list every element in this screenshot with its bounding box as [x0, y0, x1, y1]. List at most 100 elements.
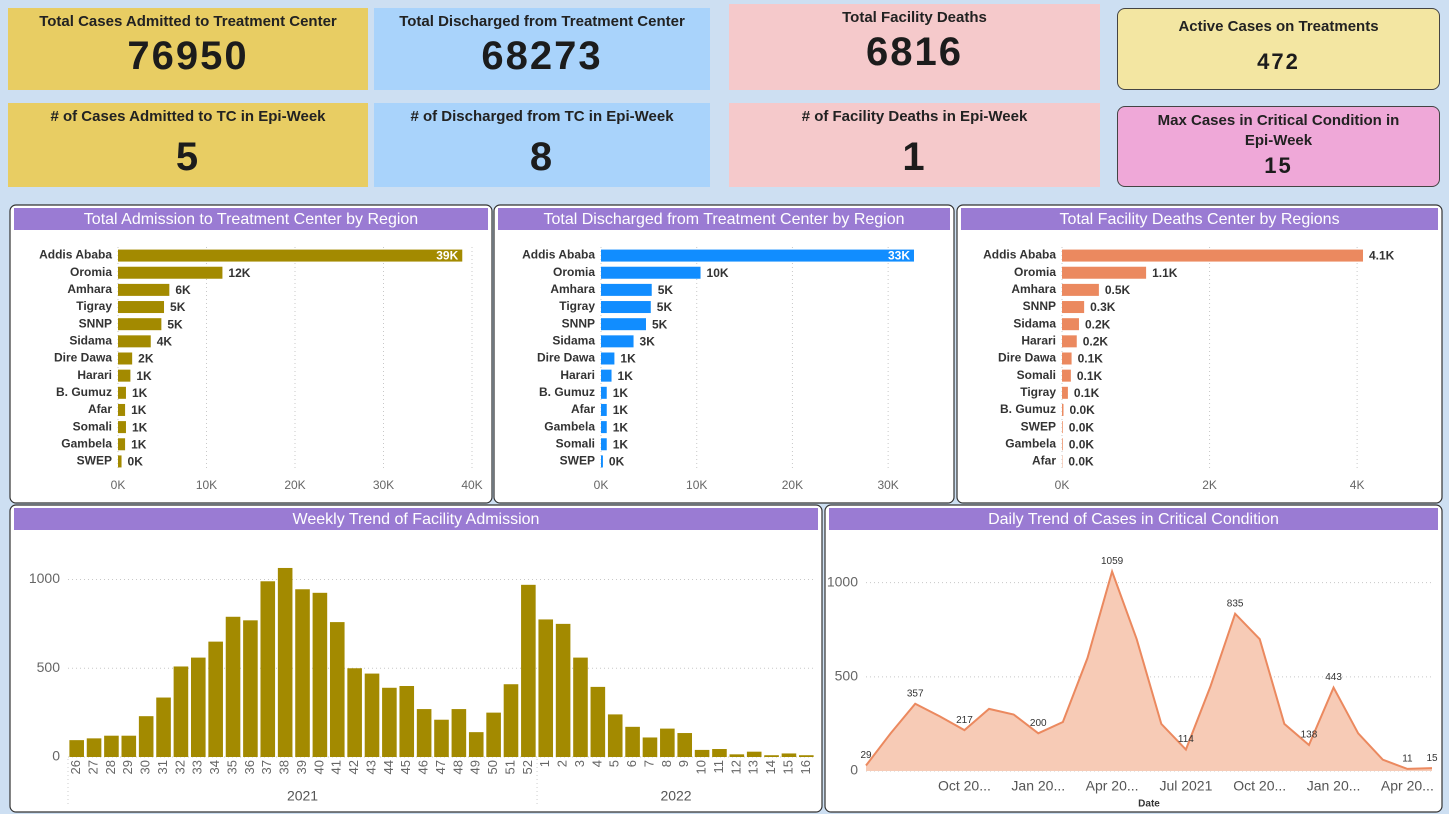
value-label: 1K — [132, 420, 148, 434]
bar — [118, 352, 133, 365]
category-label: Harari — [560, 368, 595, 382]
bar — [729, 754, 745, 757]
value-label: 0K — [609, 455, 625, 469]
bar — [118, 335, 151, 348]
kpi-title: # of Cases Admitted to TC in Epi-Week — [50, 108, 326, 125]
bar — [118, 403, 126, 416]
category-label: SNNP — [79, 316, 112, 330]
bar — [677, 733, 693, 757]
bar — [712, 749, 727, 757]
category-label: Afar — [571, 402, 595, 416]
bar — [118, 318, 162, 331]
category-label: Somali — [556, 436, 595, 450]
x-tick-label: Apr 20... — [1086, 778, 1139, 794]
kpi-card: # of Facility Deaths in Epi-Week 1 — [729, 103, 1100, 187]
kpi-value: 5 — [175, 135, 201, 179]
x-tick-label: 30K — [373, 478, 394, 492]
x-tick-label: 46 — [416, 760, 431, 774]
value-label: 1K — [132, 386, 148, 400]
bar — [208, 641, 223, 757]
value-label: 5K — [167, 317, 183, 331]
kpi-value: 1 — [902, 135, 927, 179]
bar — [243, 620, 258, 757]
value-label: 200 — [1030, 718, 1047, 729]
x-tick-label: 47 — [433, 760, 448, 774]
value-label: 4K — [157, 335, 173, 349]
x-tick-label: 50 — [485, 760, 500, 774]
bar — [601, 301, 651, 314]
x-tick-label: 42 — [346, 760, 361, 774]
x-tick-label: 1 — [537, 760, 552, 767]
bar — [118, 455, 122, 468]
bar — [1062, 301, 1085, 314]
bar — [601, 335, 634, 348]
bar — [601, 369, 612, 382]
value-label: 5K — [658, 283, 674, 297]
x-tick-label: 27 — [85, 760, 100, 774]
value-label: 5K — [170, 300, 186, 314]
category-label: Gambela — [1005, 436, 1056, 450]
value-label: 835 — [1227, 598, 1244, 609]
value-label: 1059 — [1101, 556, 1124, 567]
bar — [277, 567, 293, 757]
value-label: 0.1K — [1074, 386, 1100, 400]
category-label: SWEP — [1021, 419, 1056, 433]
kpi-card: Total Discharged from Treatment Center 6… — [374, 8, 710, 90]
kpi-value: 8 — [529, 135, 555, 179]
value-label: 1K — [136, 369, 152, 383]
category-label: Harari — [1021, 334, 1056, 348]
category-label: SNNP — [562, 316, 595, 330]
bar — [121, 735, 137, 757]
x-tick-label: 6 — [624, 760, 639, 767]
x-tick-label: 38 — [277, 760, 292, 774]
category-label: Somali — [1017, 368, 1056, 382]
bar — [118, 249, 463, 262]
chart-title: Weekly Trend of Facility Admission — [293, 511, 540, 528]
area-fill — [866, 571, 1432, 771]
bar — [601, 455, 603, 468]
x-tick-label: 36 — [242, 760, 257, 774]
y-tick-label: 500 — [835, 668, 859, 684]
x-tick-label: 7 — [641, 760, 656, 767]
bar — [1062, 249, 1364, 262]
category-label: Gambela — [61, 436, 112, 450]
category-label: Sidama — [552, 334, 595, 348]
kpi-value: 76950 — [127, 34, 249, 78]
kpi-value: 6816 — [866, 30, 963, 74]
bar — [118, 369, 131, 382]
x-tick-label: 11 — [711, 760, 726, 774]
bar — [781, 753, 797, 757]
bar — [416, 709, 432, 757]
value-label: 10K — [707, 266, 729, 280]
x-tick-label: 40 — [311, 760, 326, 774]
x-tick-label: 40K — [461, 478, 482, 492]
group-label: 2021 — [287, 788, 318, 804]
bar — [799, 755, 814, 757]
kpi-title: Total Discharged from Treatment Center — [399, 13, 685, 30]
bar — [1062, 369, 1071, 382]
x-tick-label: 37 — [259, 760, 274, 774]
x-tick-label: 28 — [103, 760, 118, 774]
bar — [486, 712, 501, 757]
bar — [69, 740, 84, 757]
bar — [138, 716, 154, 757]
value-label: 0.0K — [1069, 403, 1095, 417]
category-label: Gambela — [544, 419, 595, 433]
x-tick-label: 33 — [190, 760, 205, 774]
x-tick-label: Apr 20... — [1381, 778, 1434, 794]
x-axis-title: Date — [1138, 799, 1160, 810]
value-label: 12K — [228, 266, 250, 280]
x-tick-label: 10 — [694, 760, 709, 774]
panel — [824, 504, 1443, 813]
value-label: 1.1K — [1152, 266, 1178, 280]
category-label: Amhara — [550, 282, 595, 296]
panel-header — [14, 508, 818, 530]
value-label: 1K — [131, 437, 147, 451]
bar — [660, 728, 675, 757]
x-tick-label: Oct 20... — [938, 778, 991, 794]
value-label: 0.2K — [1085, 317, 1111, 331]
bar — [1062, 421, 1063, 434]
bar — [295, 589, 310, 757]
bar — [601, 403, 607, 416]
category-label: SNNP — [1023, 299, 1056, 313]
